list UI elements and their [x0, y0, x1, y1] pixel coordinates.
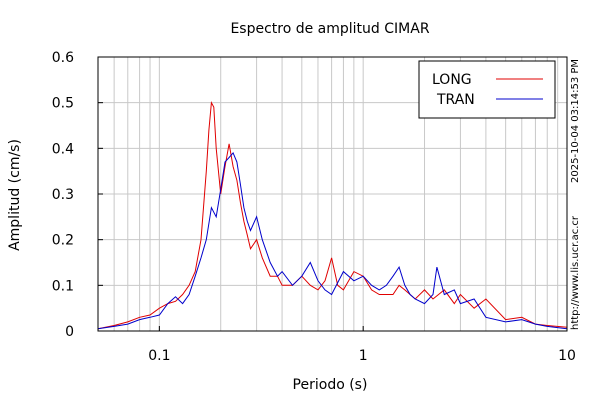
timestamp-text: 2025-10-04 03:14:53 PM [570, 59, 581, 183]
site-url-text: http://www.lis.ucr.ac.cr [570, 215, 581, 330]
series-line-tran [97, 151, 568, 330]
y-tick-label-2: 0.2 [52, 233, 74, 249]
y-tick-label-6: 0.6 [52, 50, 74, 66]
x-tick-label-0: 0.1 [148, 348, 170, 364]
series-lines [97, 100, 568, 330]
y-tick-label-0: 0 [65, 324, 74, 340]
y-tick-label-1: 0.1 [52, 278, 74, 294]
y-tick-label-5: 0.5 [52, 96, 74, 112]
legend-label-long: LONG [432, 72, 472, 88]
legend-label-tran: TRAN [436, 92, 475, 108]
axis-ticks: 0 0.1 0.2 0.3 0.4 0.5 0.6 0.1 1 10 [52, 50, 576, 364]
y-axis-label: Amplitud (cm/s) [7, 139, 23, 251]
x-tick-label-2: 10 [558, 348, 576, 364]
chart-title: Espectro de amplitud CIMAR [230, 21, 429, 37]
series-line-long [97, 100, 568, 330]
y-tick-label-4: 0.4 [52, 141, 74, 157]
x-tick-label-1: 1 [359, 348, 368, 364]
legend: LONG TRAN [418, 60, 556, 119]
x-axis-label: Periodo (s) [293, 377, 368, 393]
legend-box [418, 60, 556, 119]
y-tick-label-3: 0.3 [52, 187, 74, 203]
